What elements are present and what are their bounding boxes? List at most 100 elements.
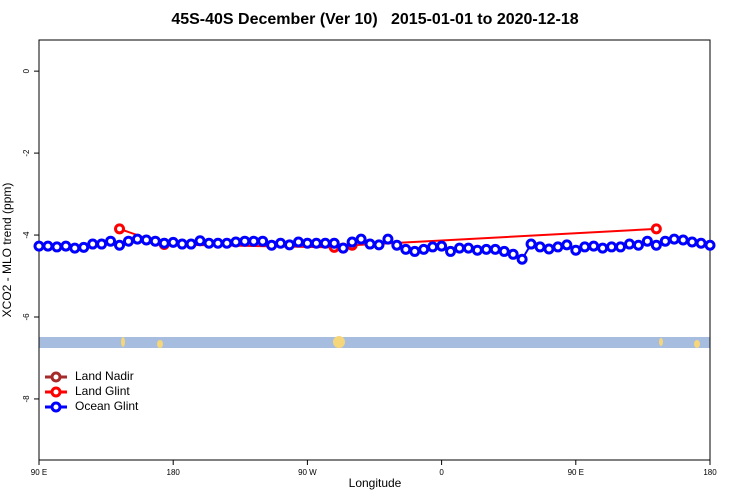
y-tick-label: -2	[22, 149, 31, 157]
legend-swatch-marker	[50, 386, 62, 398]
legend-swatch-marker	[50, 401, 62, 413]
point	[400, 243, 412, 255]
point	[248, 235, 260, 247]
point	[87, 238, 99, 250]
point	[51, 241, 63, 253]
y-tick-label: 0	[22, 68, 31, 73]
point	[427, 241, 439, 253]
point	[489, 243, 501, 255]
point	[543, 243, 555, 255]
point	[203, 237, 215, 249]
point	[310, 237, 322, 249]
point	[212, 237, 224, 249]
point	[33, 240, 45, 252]
point	[453, 242, 465, 254]
x-tick-label: 90 W	[298, 468, 317, 477]
point	[78, 241, 90, 253]
point	[114, 223, 126, 235]
point	[167, 236, 179, 248]
point	[257, 235, 269, 247]
point	[373, 239, 385, 251]
chart-title: 45S-40S December (Ver 10) 2015-01-01 to …	[171, 11, 578, 28]
point	[632, 239, 644, 251]
point	[498, 245, 510, 257]
point	[561, 239, 573, 251]
point	[418, 243, 430, 255]
point	[328, 237, 340, 249]
point	[105, 235, 117, 247]
legend-label: Land Glint	[75, 384, 130, 398]
point	[355, 233, 367, 245]
point	[615, 241, 627, 253]
point	[221, 237, 233, 249]
point	[284, 239, 296, 251]
point	[346, 236, 358, 248]
point	[337, 242, 349, 254]
y-axis-label: XCO2 - MLO trend (ppm)	[0, 183, 14, 318]
legend-label: Land Nadir	[75, 369, 134, 383]
point	[176, 238, 188, 250]
point	[292, 236, 304, 248]
point	[140, 234, 152, 246]
point	[525, 238, 537, 250]
point	[480, 243, 492, 255]
point	[382, 233, 394, 245]
y-tick-label: -8	[22, 395, 31, 403]
point	[516, 253, 528, 265]
map-strip	[39, 336, 710, 348]
point	[42, 240, 54, 252]
point	[364, 238, 376, 250]
point	[695, 237, 707, 249]
x-tick-label: 90 E	[31, 468, 47, 477]
point	[534, 241, 546, 253]
x-tick-label: 90 E	[568, 468, 584, 477]
point	[230, 236, 242, 248]
point	[96, 238, 108, 250]
point	[668, 233, 680, 245]
x-tick-label: 180	[703, 468, 717, 477]
point	[185, 238, 197, 250]
point	[445, 245, 457, 257]
y-tick-label: -6	[22, 313, 31, 321]
point	[158, 237, 170, 249]
x-tick-label: 180	[167, 468, 181, 477]
point	[122, 235, 134, 247]
y-tick-label: -4	[22, 231, 31, 239]
point	[623, 238, 635, 250]
point	[677, 234, 689, 246]
point	[588, 240, 600, 252]
legend-label: Ocean Glint	[75, 399, 139, 413]
point	[69, 242, 81, 254]
point	[194, 235, 206, 247]
point	[149, 235, 161, 247]
legend-swatch-marker	[50, 371, 62, 383]
point	[391, 239, 403, 251]
point	[686, 236, 698, 248]
x-axis-label: Longitude	[349, 476, 402, 490]
point	[650, 223, 662, 235]
point	[597, 242, 609, 254]
point	[659, 235, 671, 247]
point	[650, 239, 662, 251]
point	[606, 241, 618, 253]
point	[471, 244, 483, 256]
point	[704, 239, 716, 251]
x-tick-label: 0	[439, 468, 444, 477]
point	[579, 241, 591, 253]
point	[266, 239, 278, 251]
point	[275, 237, 287, 249]
point	[436, 240, 448, 252]
point	[462, 242, 474, 254]
point	[239, 235, 251, 247]
point	[641, 235, 653, 247]
point	[114, 239, 126, 251]
point	[60, 240, 72, 252]
point	[507, 248, 519, 260]
point	[570, 244, 582, 256]
point	[301, 237, 313, 249]
point	[552, 241, 564, 253]
point	[131, 233, 143, 245]
point	[409, 245, 421, 257]
